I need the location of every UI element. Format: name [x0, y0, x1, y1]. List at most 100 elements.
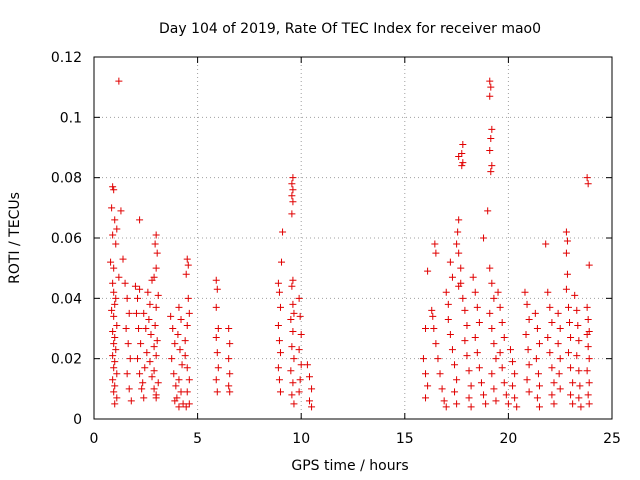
- data-point: [184, 261, 192, 269]
- data-point: [562, 228, 570, 236]
- data-point: [457, 279, 465, 287]
- data-point: [585, 261, 593, 269]
- data-point: [585, 379, 593, 387]
- data-point: [469, 273, 477, 281]
- data-point: [134, 355, 142, 363]
- data-point: [488, 325, 496, 332]
- data-point: [477, 379, 485, 387]
- data-point: [288, 282, 296, 290]
- data-point: [110, 264, 118, 272]
- data-point: [278, 258, 286, 266]
- data-point: [171, 397, 179, 405]
- y-tick-label: 0.1: [60, 110, 82, 126]
- data-point: [137, 340, 145, 348]
- data-point: [585, 355, 593, 363]
- data-point: [147, 331, 155, 339]
- data-point: [459, 159, 467, 167]
- data-point: [480, 234, 488, 242]
- data-point: [465, 367, 473, 375]
- data-point: [461, 337, 469, 345]
- data-point: [575, 394, 583, 402]
- data-point: [170, 370, 178, 378]
- data-point: [521, 288, 529, 296]
- data-point: [145, 315, 153, 323]
- data-point: [444, 300, 452, 308]
- data-point: [214, 364, 222, 372]
- data-point: [455, 249, 463, 257]
- data-point: [303, 361, 311, 369]
- data-point: [177, 315, 185, 323]
- data-point: [295, 346, 303, 354]
- data-point: [131, 282, 139, 290]
- data-point: [513, 403, 521, 411]
- data-point: [297, 361, 305, 369]
- data-point: [522, 331, 530, 339]
- data-point: [288, 391, 296, 399]
- data-point: [181, 337, 189, 345]
- data-point: [290, 309, 298, 317]
- data-point: [125, 385, 133, 393]
- data-point: [446, 331, 454, 339]
- data-point: [288, 180, 296, 188]
- data-point: [492, 355, 500, 363]
- data-point: [548, 318, 556, 326]
- data-point: [153, 337, 161, 345]
- data-point: [174, 331, 182, 339]
- data-point: [153, 249, 161, 257]
- data-point: [152, 303, 160, 311]
- data-point: [448, 346, 456, 354]
- data-point: [183, 364, 191, 372]
- data-point: [305, 397, 313, 405]
- data-point: [154, 291, 162, 299]
- data-point: [181, 352, 189, 360]
- data-point: [134, 294, 142, 302]
- data-point: [584, 343, 592, 351]
- data-point: [486, 92, 494, 100]
- data-point: [457, 264, 465, 272]
- data-point: [107, 258, 115, 266]
- data-point: [109, 352, 117, 360]
- data-point: [213, 285, 221, 293]
- data-point: [585, 400, 593, 408]
- data-point: [112, 346, 120, 354]
- data-point: [535, 382, 543, 390]
- data-point: [525, 361, 533, 369]
- data-point: [576, 382, 584, 390]
- y-tick-label: 0.02: [51, 352, 82, 368]
- data-point: [453, 376, 461, 384]
- data-point: [440, 397, 448, 405]
- data-point: [152, 352, 160, 360]
- data-point: [276, 388, 284, 396]
- data-point: [496, 303, 504, 311]
- data-point: [488, 370, 496, 378]
- data-point: [305, 373, 313, 381]
- data-point: [544, 288, 552, 296]
- data-point: [150, 273, 158, 281]
- data-point: [500, 379, 508, 387]
- data-point: [176, 346, 184, 354]
- data-point: [571, 291, 579, 299]
- data-point: [461, 306, 469, 314]
- data-point: [511, 394, 519, 402]
- data-point: [584, 315, 592, 323]
- data-point: [212, 303, 220, 311]
- data-point: [554, 340, 562, 348]
- data-point: [424, 267, 432, 275]
- data-point: [430, 325, 438, 332]
- data-point: [184, 294, 192, 302]
- data-point: [453, 240, 461, 248]
- data-point: [563, 270, 571, 278]
- data-point: [275, 288, 283, 296]
- data-point: [583, 174, 591, 182]
- data-point: [471, 288, 479, 296]
- data-point: [113, 394, 121, 402]
- data-point: [132, 309, 140, 317]
- data-point: [288, 192, 296, 200]
- data-point: [509, 382, 517, 390]
- data-point: [488, 279, 496, 287]
- data-point: [225, 325, 233, 332]
- data-point: [109, 183, 117, 191]
- data-point: [136, 285, 144, 293]
- data-point: [111, 216, 119, 224]
- data-point: [575, 337, 583, 345]
